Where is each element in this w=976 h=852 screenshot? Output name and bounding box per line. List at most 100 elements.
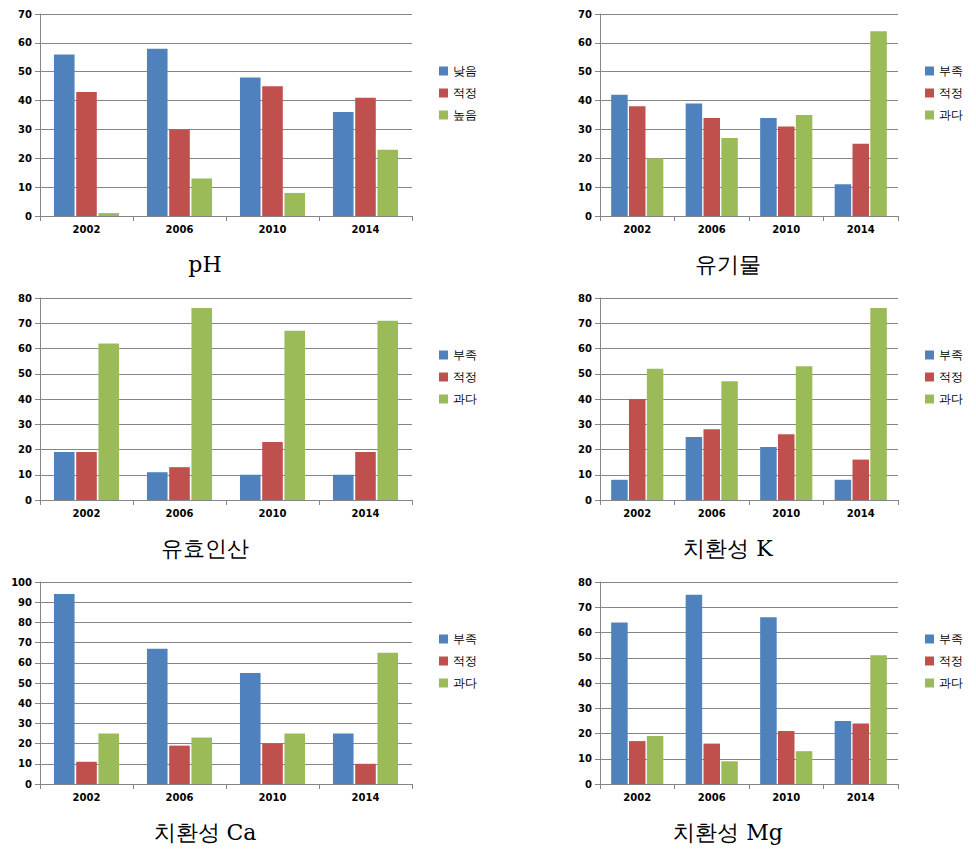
svg-text:90: 90 [18, 597, 32, 608]
svg-text:30: 30 [578, 703, 592, 714]
svg-text:과다: 과다 [939, 676, 963, 690]
svg-text:70: 70 [578, 9, 592, 20]
svg-text:30: 30 [18, 718, 32, 729]
svg-text:50: 50 [578, 652, 592, 663]
svg-text:20: 20 [18, 738, 32, 749]
svg-text:2006: 2006 [698, 792, 726, 803]
svg-text:40: 40 [578, 95, 592, 106]
svg-text:부족: 부족 [939, 64, 963, 78]
svg-text:100: 100 [11, 577, 32, 588]
svg-text:2006: 2006 [166, 224, 194, 235]
svg-text:부족: 부족 [939, 632, 963, 646]
svg-text:pH: pH [188, 252, 221, 277]
svg-text:치환성 K: 치환성 K [683, 536, 773, 561]
svg-text:20: 20 [578, 444, 592, 455]
svg-text:2014: 2014 [847, 792, 875, 803]
svg-text:2006: 2006 [166, 792, 194, 803]
svg-text:30: 30 [578, 419, 592, 430]
svg-text:80: 80 [18, 293, 32, 304]
svg-text:0: 0 [25, 779, 32, 790]
svg-text:10: 10 [18, 469, 32, 480]
svg-text:2002: 2002 [73, 792, 101, 803]
svg-text:2006: 2006 [698, 224, 726, 235]
svg-text:2014: 2014 [847, 224, 875, 235]
svg-text:치환성 Mg: 치환성 Mg [673, 820, 783, 845]
svg-text:50: 50 [18, 678, 32, 689]
svg-text:2010: 2010 [772, 508, 800, 519]
svg-text:70: 70 [18, 318, 32, 329]
svg-text:50: 50 [18, 368, 32, 379]
svg-text:80: 80 [578, 577, 592, 588]
svg-text:10: 10 [578, 182, 592, 193]
svg-text:과다: 과다 [453, 392, 477, 406]
svg-text:0: 0 [585, 495, 592, 506]
svg-text:부족: 부족 [453, 632, 477, 646]
svg-text:2010: 2010 [772, 792, 800, 803]
svg-text:유기물: 유기물 [695, 252, 761, 277]
svg-text:50: 50 [578, 66, 592, 77]
svg-text:10: 10 [18, 758, 32, 769]
svg-text:0: 0 [25, 495, 32, 506]
svg-text:10: 10 [578, 469, 592, 480]
svg-text:적정: 적정 [453, 654, 477, 668]
svg-text:2002: 2002 [73, 224, 101, 235]
svg-text:70: 70 [578, 602, 592, 613]
svg-text:과다: 과다 [453, 676, 477, 690]
svg-text:적정: 적정 [939, 86, 963, 100]
svg-text:30: 30 [18, 124, 32, 135]
svg-text:2002: 2002 [623, 792, 651, 803]
svg-text:2014: 2014 [352, 224, 380, 235]
svg-text:2002: 2002 [73, 508, 101, 519]
svg-text:0: 0 [585, 779, 592, 790]
svg-text:40: 40 [18, 394, 32, 405]
svg-text:60: 60 [18, 37, 32, 48]
svg-text:30: 30 [18, 419, 32, 430]
svg-text:70: 70 [18, 9, 32, 20]
svg-text:0: 0 [25, 211, 32, 222]
svg-text:적정: 적정 [939, 370, 963, 384]
svg-text:80: 80 [578, 293, 592, 304]
svg-text:60: 60 [578, 627, 592, 638]
svg-text:50: 50 [578, 368, 592, 379]
svg-text:낮음: 낮음 [453, 64, 477, 78]
svg-text:과다: 과다 [939, 108, 963, 122]
svg-text:2006: 2006 [698, 508, 726, 519]
svg-text:2010: 2010 [259, 224, 287, 235]
svg-text:60: 60 [18, 657, 32, 668]
svg-text:70: 70 [578, 318, 592, 329]
svg-text:10: 10 [578, 753, 592, 764]
svg-text:2014: 2014 [847, 508, 875, 519]
svg-text:20: 20 [578, 153, 592, 164]
svg-text:50: 50 [18, 66, 32, 77]
svg-text:2010: 2010 [772, 224, 800, 235]
svg-text:부족: 부족 [939, 348, 963, 362]
svg-text:80: 80 [18, 617, 32, 628]
svg-text:높음: 높음 [453, 108, 477, 122]
svg-text:2010: 2010 [259, 508, 287, 519]
svg-text:부족: 부족 [453, 348, 477, 362]
svg-text:치환성 Ca: 치환성 Ca [154, 820, 257, 845]
svg-text:60: 60 [578, 37, 592, 48]
svg-text:60: 60 [578, 343, 592, 354]
svg-text:2014: 2014 [352, 792, 380, 803]
svg-text:2006: 2006 [166, 508, 194, 519]
svg-text:40: 40 [578, 678, 592, 689]
svg-text:10: 10 [18, 182, 32, 193]
svg-text:20: 20 [578, 728, 592, 739]
svg-text:2014: 2014 [352, 508, 380, 519]
svg-text:40: 40 [18, 95, 32, 106]
svg-text:60: 60 [18, 343, 32, 354]
svg-text:0: 0 [585, 211, 592, 222]
svg-text:40: 40 [18, 698, 32, 709]
svg-text:2002: 2002 [623, 224, 651, 235]
svg-text:적정: 적정 [453, 370, 477, 384]
svg-text:적정: 적정 [939, 654, 963, 668]
svg-text:2010: 2010 [259, 792, 287, 803]
svg-text:40: 40 [578, 394, 592, 405]
svg-text:적정: 적정 [453, 86, 477, 100]
svg-text:20: 20 [18, 153, 32, 164]
svg-text:과다: 과다 [939, 392, 963, 406]
svg-text:70: 70 [18, 637, 32, 648]
svg-text:20: 20 [18, 444, 32, 455]
svg-text:2002: 2002 [623, 508, 651, 519]
